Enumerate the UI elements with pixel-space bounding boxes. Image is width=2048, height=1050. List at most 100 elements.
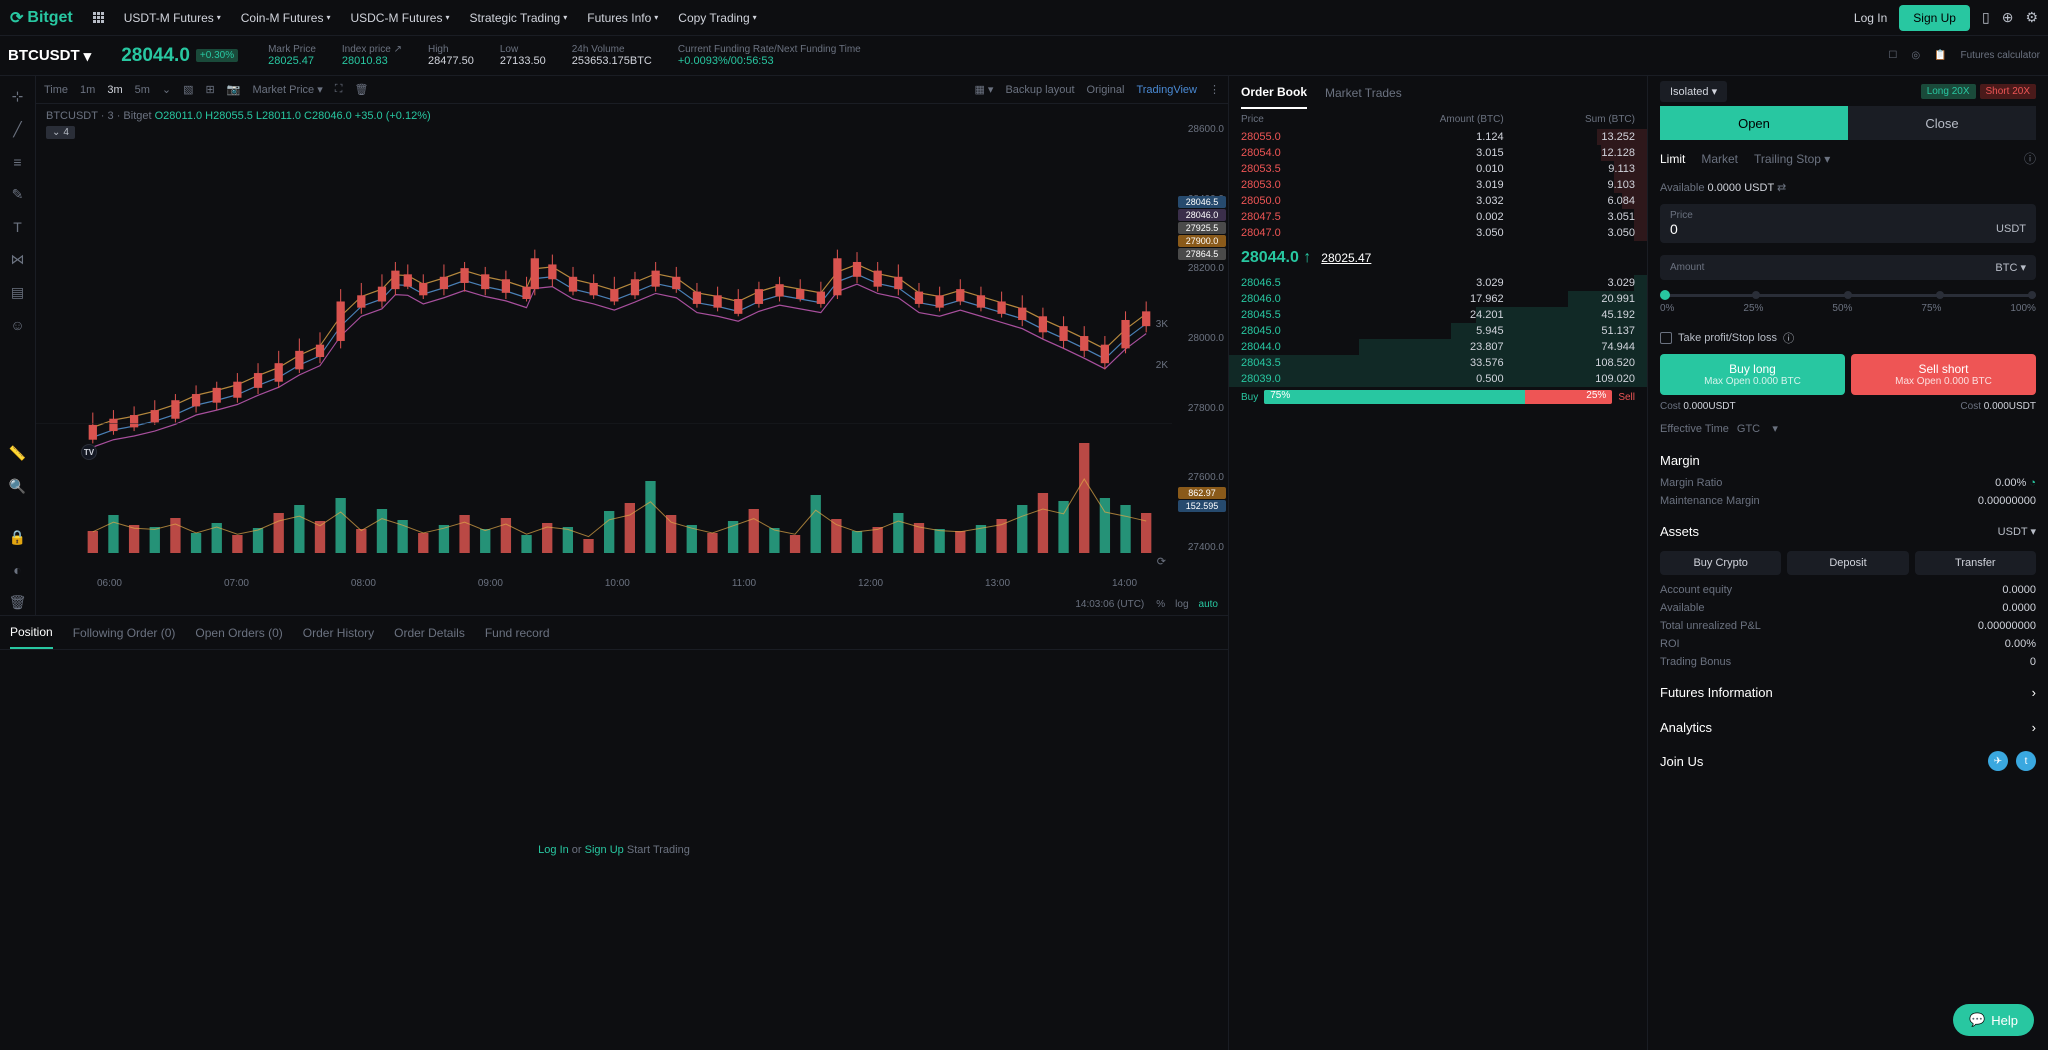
info-icon[interactable]: ⓘ (2024, 150, 2036, 167)
mobile-icon[interactable]: ▯ (1982, 9, 1990, 26)
amount-slider[interactable]: 0%25%50%75%100% (1660, 286, 2036, 322)
twitter-icon[interactable]: t (2016, 751, 2036, 771)
hide-tool-icon[interactable]: ◐ (9, 558, 25, 582)
ask-row[interactable]: 28054.03.01512.128 (1229, 145, 1647, 161)
amount-unit-selector[interactable]: BTC ▾ (1995, 261, 2026, 274)
analytics-header[interactable]: Analytics› (1660, 706, 2036, 741)
order-type-limit[interactable]: Limit (1660, 152, 1685, 166)
positions-tab[interactable]: Position (10, 617, 53, 649)
ask-row[interactable]: 28050.03.0326.084 (1229, 193, 1647, 209)
bid-row[interactable]: 28039.00.500109.020 (1229, 371, 1647, 387)
zoom-tool-icon[interactable]: 🔍 (5, 474, 30, 499)
chart-type-icon[interactable]: ▧ (183, 83, 193, 96)
text-tool-icon[interactable]: T (9, 215, 26, 239)
cursor-tool-icon[interactable]: ⊹ (8, 84, 28, 109)
chart-opt-auto[interactable]: auto (1199, 599, 1218, 610)
alert-icon[interactable]: ☐ (1888, 50, 1897, 61)
price-input[interactable] (1670, 221, 1884, 237)
camera-icon[interactable]: 📷 (227, 83, 241, 96)
measure-tool-icon[interactable]: 📏 (5, 441, 30, 466)
settings-icon[interactable]: ⚙ (2025, 9, 2038, 26)
nav-item[interactable]: Copy Trading ▾ (678, 11, 756, 25)
trendline-tool-icon[interactable]: ╱ (9, 117, 25, 142)
tab-close[interactable]: Close (1848, 106, 2036, 140)
signup-button[interactable]: Sign Up (1899, 5, 1970, 31)
nav-item[interactable]: USDC-M Futures ▾ (350, 11, 449, 25)
layout-icon[interactable]: ▦ ▾ (974, 83, 993, 96)
bid-row[interactable]: 28046.53.0293.029 (1229, 275, 1647, 291)
futures-info-header[interactable]: Futures Information› (1660, 671, 2036, 706)
signup-link-inline[interactable]: Sign Up (585, 844, 624, 856)
ask-row[interactable]: 28055.01.12413.252 (1229, 129, 1647, 145)
tpsl-row[interactable]: Take profit/Stop loss ⓘ (1660, 322, 2036, 354)
price-field[interactable]: Price USDT (1660, 204, 2036, 243)
original-link[interactable]: Original (1087, 84, 1125, 96)
grid-menu-icon[interactable] (93, 12, 104, 23)
chart-opt-log[interactable]: log (1175, 599, 1188, 610)
positions-tab[interactable]: Fund record (485, 618, 550, 648)
indicators-icon[interactable]: ⊞ (206, 83, 215, 96)
login-link-inline[interactable]: Log In (538, 844, 569, 856)
nav-item[interactable]: Strategic Trading ▾ (470, 11, 568, 25)
info-icon[interactable]: ⓘ (1783, 330, 1794, 346)
tab-market-trades[interactable]: Market Trades (1325, 78, 1402, 108)
asset-action-button[interactable]: Transfer (1915, 551, 2036, 575)
amount-field[interactable]: Amount BTC ▾ (1660, 255, 2036, 280)
tf-dropdown-icon[interactable]: ⌄ (162, 83, 171, 96)
market-price-dropdown[interactable]: Market Price ▾ (252, 83, 322, 96)
ruler-tool-icon[interactable]: ▤ (7, 280, 28, 305)
timeframe-1m[interactable]: 1m (80, 84, 95, 96)
tpsl-checkbox[interactable] (1660, 332, 1672, 344)
positions-tab[interactable]: Open Orders (0) (195, 618, 282, 648)
chart-menu-icon[interactable]: ⋮ (1209, 83, 1220, 96)
pair-selector[interactable]: BTCUSDT ▾ (8, 47, 91, 65)
bid-row[interactable]: 28043.533.576108.520 (1229, 355, 1647, 371)
asset-action-button[interactable]: Deposit (1787, 551, 1908, 575)
positions-tab[interactable]: Order Details (394, 618, 465, 648)
ask-row[interactable]: 28053.03.0199.103 (1229, 177, 1647, 193)
emoji-tool-icon[interactable]: ☺ (6, 313, 28, 337)
telegram-icon[interactable]: ✈ (1988, 751, 2008, 771)
timeframe-Time[interactable]: Time (44, 84, 68, 96)
login-link[interactable]: Log In (1854, 11, 1887, 25)
nav-item[interactable]: Futures Info ▾ (587, 11, 658, 25)
sell-short-button[interactable]: Sell short Max Open 0.000 BTC (1851, 354, 2036, 395)
nav-item[interactable]: Coin-M Futures ▾ (241, 11, 331, 25)
futures-calculator-link[interactable]: Futures calculator (1961, 50, 2040, 61)
delete-icon[interactable]: 🗑 (354, 83, 368, 96)
fullscreen-icon[interactable]: ⛶ (335, 83, 343, 96)
brush-tool-icon[interactable]: ✎ (8, 182, 28, 207)
positions-tab[interactable]: Order History (303, 618, 374, 648)
trash-tool-icon[interactable]: 🗑 (5, 590, 31, 615)
chart-opt-%[interactable]: % (1156, 599, 1165, 610)
order-type-market[interactable]: Market (1701, 152, 1738, 166)
refresh-icon[interactable]: ⟳ (1157, 555, 1166, 568)
leverage-short-button[interactable]: Short 20X (1980, 84, 2036, 99)
bid-row[interactable]: 28044.023.80774.944 (1229, 339, 1647, 355)
fib-tool-icon[interactable]: ≡ (9, 150, 25, 174)
target-icon[interactable]: ◎ (1911, 50, 1920, 61)
tab-open[interactable]: Open (1660, 106, 1848, 140)
timeframe-3m[interactable]: 3m (107, 84, 122, 96)
swap-icon[interactable]: ⇄ (1777, 182, 1786, 194)
bid-row[interactable]: 28045.05.94551.137 (1229, 323, 1647, 339)
bid-row[interactable]: 28046.017.96220.991 (1229, 291, 1647, 307)
help-button[interactable]: 💬 Help (1953, 1004, 2034, 1036)
pattern-tool-icon[interactable]: ⋈ (7, 247, 29, 272)
globe-icon[interactable]: ⊕ (2002, 9, 2014, 26)
tab-orderbook[interactable]: Order Book (1241, 77, 1307, 109)
lock-tool-icon[interactable]: 🔒 (5, 525, 30, 550)
nav-item[interactable]: USDT-M Futures ▾ (124, 11, 221, 25)
ask-row[interactable]: 28047.03.0503.050 (1229, 225, 1647, 241)
buy-long-button[interactable]: Buy long Max Open 0.000 BTC (1660, 354, 1845, 395)
backup-layout-link[interactable]: Backup layout (1005, 84, 1074, 96)
leverage-long-button[interactable]: Long 20X (1921, 84, 1976, 99)
calculator-icon[interactable]: 📋 (1934, 50, 1946, 61)
timeframe-5m[interactable]: 5m (135, 84, 150, 96)
order-type-trailing[interactable]: Trailing Stop ▾ (1754, 152, 1830, 166)
assets-unit-selector[interactable]: USDT ▾ (1998, 525, 2036, 538)
gtc-selector[interactable]: GTC ▾ (1737, 422, 1778, 435)
tradingview-link[interactable]: TradingView (1136, 84, 1197, 96)
ask-row[interactable]: 28053.50.0109.113 (1229, 161, 1647, 177)
asset-action-button[interactable]: Buy Crypto (1660, 551, 1781, 575)
